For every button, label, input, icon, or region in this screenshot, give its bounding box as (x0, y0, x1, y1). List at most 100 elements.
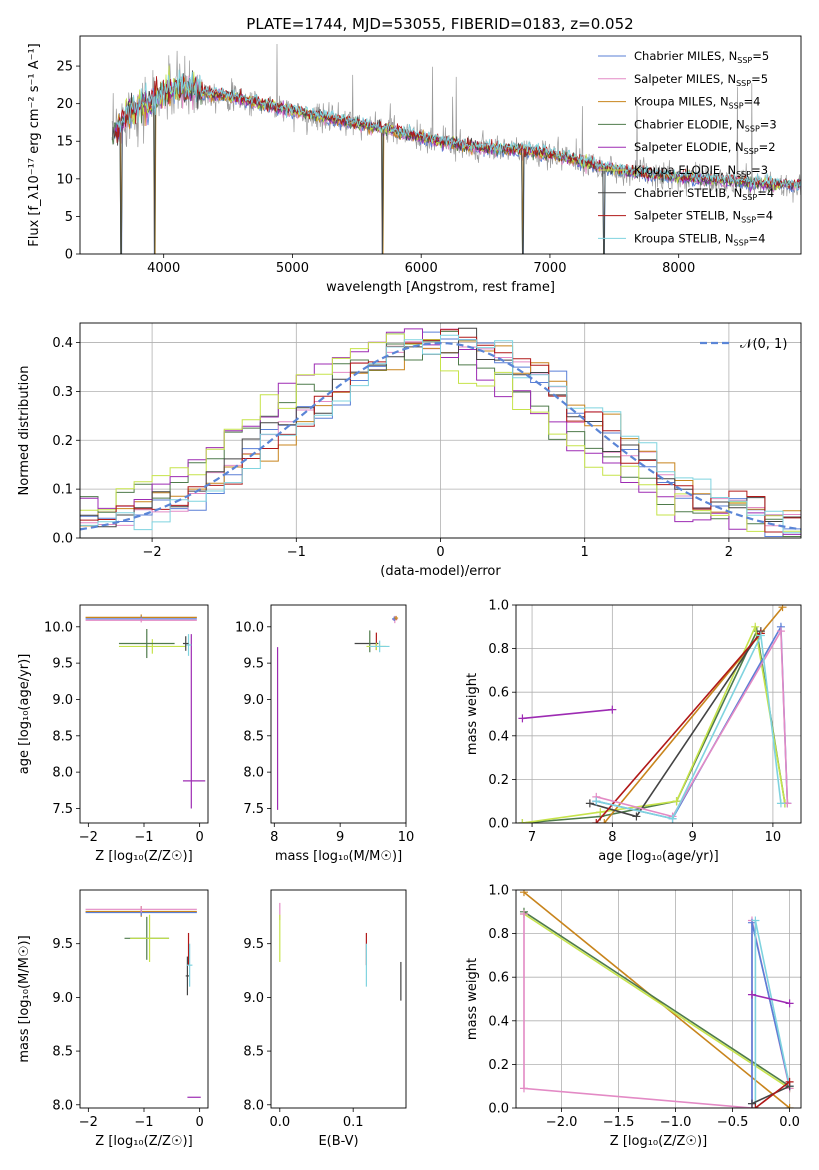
tick-label-x: 9 (688, 830, 696, 845)
tick-label-y: 25 (56, 60, 73, 75)
weight-marker (776, 799, 785, 808)
tick-label-x: −2.0 (546, 1115, 578, 1130)
tick-label-x: −1 (134, 1115, 153, 1130)
plot-area (518, 605, 792, 823)
weight-series-line (523, 914, 791, 1108)
weight-marker (596, 808, 605, 817)
errorbar-point (85, 906, 197, 913)
legend-entry: Kroupa STELIB, NSSP=4 (634, 231, 765, 247)
legend-entry-name: Kroupa MILES, N (634, 95, 729, 109)
legend-entry: Salpeter STELIB, NSSP=4 (634, 209, 773, 225)
legend-entry-sub: SSP (736, 79, 751, 88)
plot-area (519, 890, 794, 1108)
legend-entry: Kroupa MILES, NSSP=4 (634, 95, 760, 111)
weight-series-line (589, 630, 762, 818)
weight-marker (519, 890, 528, 897)
axes-frame (270, 604, 407, 824)
weight-series-line (522, 628, 786, 823)
tick-label-y: 0.0 (488, 817, 509, 832)
tick-label-x: 8000 (662, 261, 695, 276)
panel-age_vs_Z: −2 −1 0 7.5 8.0 8.5 9.0 9.5 10.0 Z [log₁₀(Z/Z☉)] a… (17, 604, 209, 864)
tick-label-x: 0.1 (343, 1115, 364, 1130)
legend-entry: Chabrier MILES, NSSP=5 (634, 49, 769, 65)
weight-series-line (596, 632, 782, 820)
weight-marker (585, 799, 594, 808)
tick-label-y: 0.0 (488, 1102, 509, 1117)
tick-label-x: 6000 (405, 261, 438, 276)
tick-label-y: 0.6 (488, 971, 509, 986)
figure-title: PLATE=1744, MJD=53055, FIBERID=0183, z=0… (246, 15, 633, 33)
tick-label-x: −2 (79, 830, 98, 845)
errorbar-point (394, 615, 399, 621)
weight-marker (518, 819, 527, 823)
axis-label-x: wavelength [Angstrom, rest frame] (326, 280, 555, 295)
legend-entry-name: Kroupa STELIB, N (634, 231, 734, 245)
tick-label-x: −1.0 (660, 1115, 692, 1130)
legend-entry-sub: SSP (742, 193, 757, 202)
axis-label-y: Normed distribution (17, 366, 32, 496)
axis-label-x: Z [log₁₀(Z/Z☉)] (95, 1134, 192, 1149)
axis-label-x: age [log₁₀(age/yr)] (598, 849, 719, 864)
tick-label-x: 4000 (147, 261, 180, 276)
legend-entry-nssp: =4 (744, 95, 761, 109)
weight-marker (756, 631, 765, 640)
tick-label-y: 9.0 (243, 693, 264, 708)
legend-entry-sub: SSP (741, 216, 756, 225)
tick-label-y: 9.0 (243, 991, 264, 1006)
tick-label-y: 0.4 (52, 336, 73, 351)
axes-frame (515, 604, 802, 824)
weight-marker (751, 1104, 760, 1108)
tick-label-y: 0.2 (488, 773, 509, 788)
spectrum-model-line (116, 77, 602, 254)
errorbar-point (182, 636, 189, 651)
errorbar-point (185, 634, 192, 656)
axis-label-y: mass weight (465, 673, 480, 755)
weight-marker (785, 1104, 794, 1108)
weight-marker (672, 797, 681, 806)
tick-label-y: 9.5 (243, 937, 264, 952)
weight-marker (518, 714, 527, 723)
legend-entry-nssp: =4 (756, 209, 773, 223)
legend-entry-name: Chabrier ELODIE, N (634, 117, 745, 131)
axis-label-x: (data-model)/error (380, 564, 501, 579)
tick-label-y: 7.5 (52, 802, 73, 817)
weight-marker (747, 990, 756, 999)
tick-label-x: 5000 (276, 261, 309, 276)
tick-label-x: −1.5 (603, 1115, 635, 1130)
legend-entry: Salpeter MILES, NSSP=5 (634, 72, 768, 88)
axis-label-x: Z [log₁₀(Z/Z☉)] (95, 849, 192, 864)
weight-marker (785, 999, 794, 1008)
axis-label-y: Flux [f_λ10⁻¹⁷ erg cm⁻² s⁻¹ A⁻¹] (27, 43, 42, 247)
tick-label-y: 0.8 (488, 642, 509, 657)
weight-marker (751, 916, 760, 925)
legend-entry-sub: SSP (729, 102, 744, 111)
tick-label-y: 8.0 (52, 1098, 73, 1113)
legend: Chabrier MILES, NSSP=5 Salpeter MILES, NS… (598, 49, 777, 247)
histogram-step (80, 334, 801, 538)
tick-label-y: 8.0 (52, 766, 73, 781)
tick-label-x: 10 (765, 830, 782, 845)
axes-frame (79, 322, 802, 539)
axes-frame (270, 889, 407, 1109)
weight-series-line (523, 891, 791, 1108)
tick-label-x: 0.0 (779, 1115, 800, 1130)
tick-label-y: 0 (65, 248, 73, 263)
weight-marker (592, 797, 601, 806)
errorbar-point (118, 639, 186, 654)
errorbar-point (130, 914, 170, 962)
axis-label-y: mass [log₁₀(M/M☉)] (17, 935, 32, 1062)
weight-series-line (523, 911, 791, 1087)
legend-entry: Chabrier STELIB, NSSP=4 (634, 186, 774, 202)
legend-entry-nssp: =4 (749, 231, 766, 245)
panel-residuals: −2 −1 0 1 2 0.0 0.1 0.2 0.3 0.4 (data-model)/error… (17, 322, 802, 579)
legend-entry-name: Salpeter STELIB, N (634, 209, 741, 223)
tick-label-y: 0.1 (52, 483, 73, 498)
panel-mass_weight_vs_age: 7 8 9 10 0.0 0.2 0.4 0.6 0.8 1.0 age [log₁₀(age/yr… (465, 599, 802, 864)
tick-label-y: 0.8 (488, 927, 509, 942)
tick-label-y: 7.5 (243, 802, 264, 817)
tick-label-y: 5 (65, 210, 73, 225)
tick-label-x: −2 (79, 1115, 98, 1130)
panel-mass_vs_ebv: 0.0 0.1 8.0 8.5 9.0 9.5 E(B-V) (243, 889, 407, 1149)
axis-label-y: mass weight (465, 958, 480, 1040)
